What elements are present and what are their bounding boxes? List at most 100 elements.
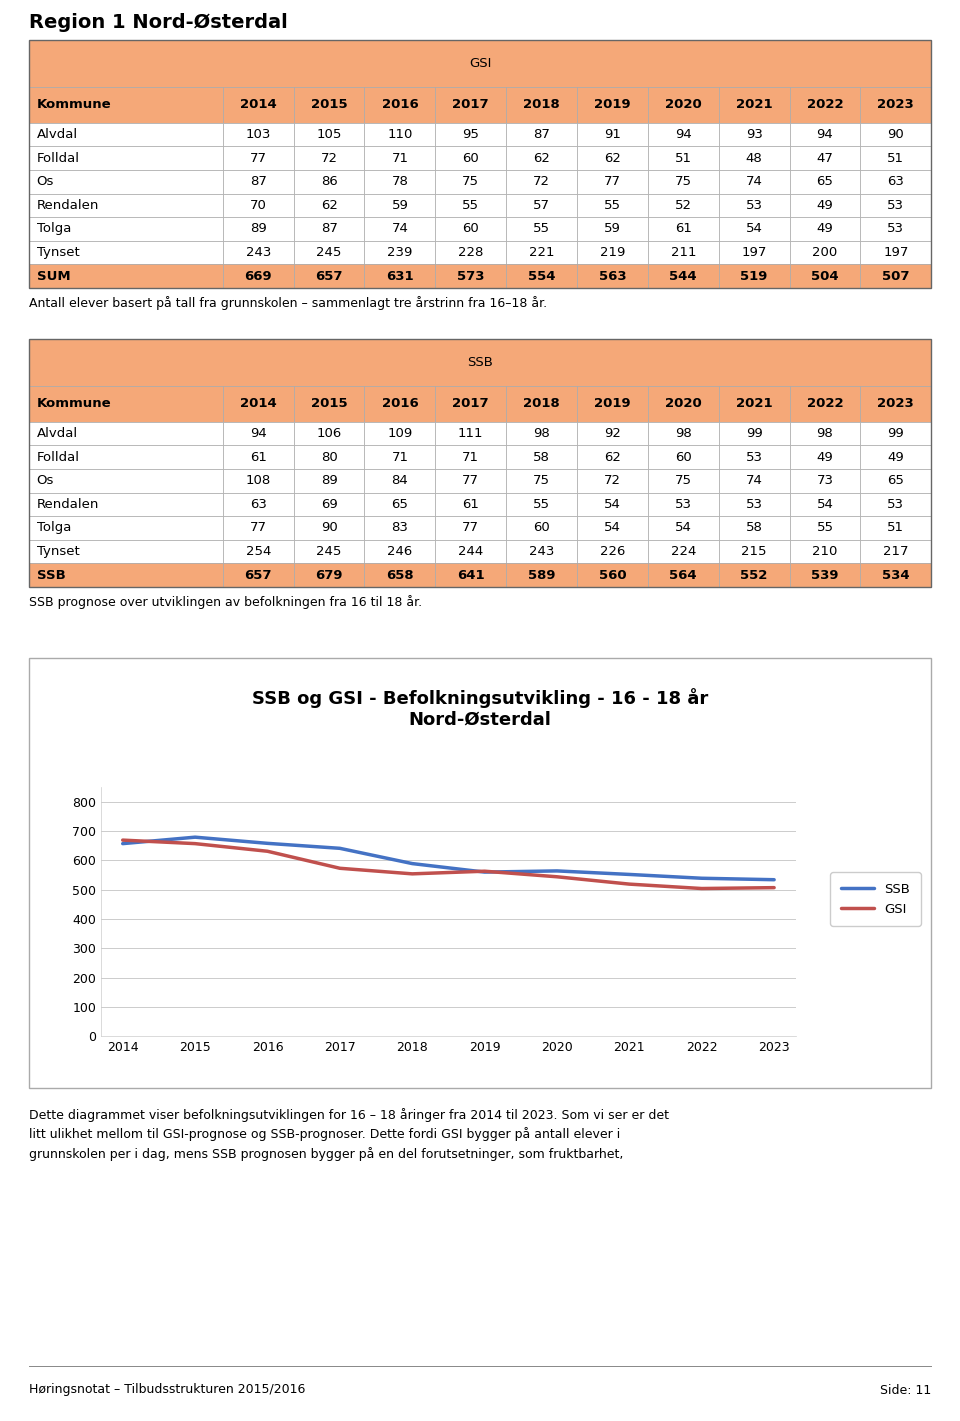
Bar (29, 171, 223, 193)
Bar (719, 540, 789, 563)
Text: 63: 63 (250, 497, 267, 510)
Bar (294, 122, 365, 146)
Text: 246: 246 (387, 546, 413, 558)
Text: 71: 71 (392, 152, 408, 165)
Text: 80: 80 (321, 450, 338, 463)
Bar (860, 516, 931, 540)
Bar (365, 217, 435, 240)
Text: 658: 658 (386, 568, 414, 581)
Text: 2017: 2017 (452, 398, 489, 411)
Text: 70: 70 (250, 199, 267, 212)
Bar (435, 493, 506, 516)
Bar (719, 563, 789, 587)
Bar (294, 193, 365, 217)
Bar (365, 171, 435, 193)
Text: 61: 61 (463, 497, 479, 510)
Text: 245: 245 (317, 546, 342, 558)
Text: Kommune: Kommune (36, 98, 111, 111)
Text: Folldal: Folldal (36, 450, 80, 463)
Bar (29, 387, 223, 422)
Bar (223, 122, 294, 146)
Bar (223, 493, 294, 516)
Bar (648, 217, 719, 240)
GSI (334, 860, 346, 877)
Text: Kommune: Kommune (36, 398, 111, 411)
Bar (365, 87, 435, 122)
Text: 197: 197 (883, 246, 908, 259)
Bar (506, 493, 577, 516)
GSI (624, 875, 636, 892)
Bar (223, 146, 294, 171)
Bar (29, 493, 223, 516)
Bar (29, 240, 223, 264)
Bar (789, 193, 860, 217)
Text: 77: 77 (604, 175, 621, 188)
Bar (789, 516, 860, 540)
SSB (117, 836, 129, 853)
Bar (365, 146, 435, 171)
Bar (294, 387, 365, 422)
Bar (365, 122, 435, 146)
Text: 55: 55 (816, 522, 833, 534)
Bar (648, 171, 719, 193)
Legend: SSB, GSI: SSB, GSI (830, 872, 921, 926)
Text: 2020: 2020 (665, 98, 702, 111)
Bar (29, 422, 223, 445)
Bar (223, 387, 294, 422)
Text: 2016: 2016 (381, 98, 419, 111)
Bar (365, 445, 435, 469)
Bar (223, 516, 294, 540)
GSI (262, 843, 274, 860)
Text: 210: 210 (812, 546, 838, 558)
Bar (506, 217, 577, 240)
Bar (223, 171, 294, 193)
Bar (223, 563, 294, 587)
Bar (719, 516, 789, 540)
Text: 65: 65 (887, 475, 904, 487)
Bar (223, 445, 294, 469)
Bar (435, 563, 506, 587)
Text: 71: 71 (392, 450, 408, 463)
Bar (789, 171, 860, 193)
Bar (506, 171, 577, 193)
Text: 2014: 2014 (240, 398, 276, 411)
Text: 243: 243 (246, 246, 271, 259)
Bar (294, 87, 365, 122)
Bar (577, 193, 648, 217)
Text: 641: 641 (457, 568, 485, 581)
GSI (189, 836, 201, 853)
Bar (789, 493, 860, 516)
Text: SSB: SSB (36, 568, 65, 581)
Text: 53: 53 (887, 199, 904, 212)
Text: 219: 219 (600, 246, 625, 259)
Bar (789, 469, 860, 493)
Bar (789, 87, 860, 122)
Text: 49: 49 (817, 223, 833, 236)
Text: 87: 87 (250, 175, 267, 188)
Text: 197: 197 (741, 246, 767, 259)
Bar (577, 493, 648, 516)
Bar (648, 122, 719, 146)
Text: 93: 93 (746, 128, 762, 141)
Text: 52: 52 (675, 199, 692, 212)
Text: 47: 47 (817, 152, 833, 165)
Bar (294, 240, 365, 264)
Bar (577, 122, 648, 146)
Bar (223, 87, 294, 122)
Bar (223, 540, 294, 563)
Bar (294, 563, 365, 587)
Bar (719, 122, 789, 146)
Text: 2016: 2016 (381, 398, 419, 411)
Text: 111: 111 (458, 426, 484, 441)
Text: 108: 108 (246, 475, 271, 487)
Bar (860, 217, 931, 240)
Text: 53: 53 (746, 497, 762, 510)
Text: 244: 244 (458, 546, 484, 558)
Bar (506, 240, 577, 264)
Bar (435, 171, 506, 193)
Text: 106: 106 (317, 426, 342, 441)
Bar (648, 264, 719, 288)
Bar (860, 193, 931, 217)
Bar (860, 122, 931, 146)
Bar (789, 217, 860, 240)
